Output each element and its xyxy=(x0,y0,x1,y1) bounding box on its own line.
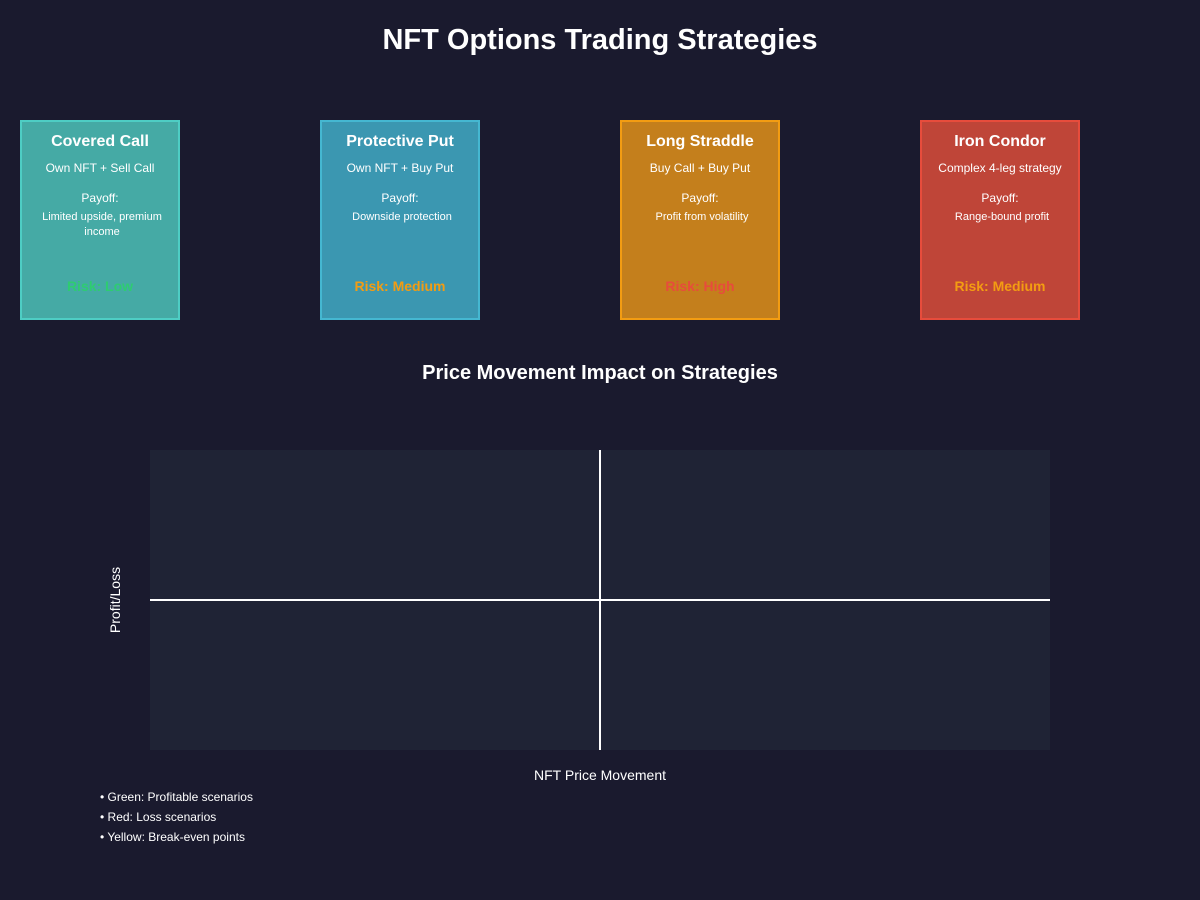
current-price-axis xyxy=(599,450,601,750)
x-axis-label: NFT Price Movement xyxy=(534,767,666,783)
risk-level: Risk: Medium xyxy=(354,278,446,294)
page-title: NFT Options Trading Strategies xyxy=(382,24,818,56)
strategy-setup: Own NFT + Buy Put xyxy=(346,161,454,175)
risk-level: Risk: High xyxy=(665,278,735,294)
strategy-name: Covered Call xyxy=(51,133,149,150)
y-axis-label: Profit/Loss xyxy=(107,566,123,634)
legend-item-green: • Green: Profitable scenarios xyxy=(100,790,253,804)
strategy-name: Iron Condor xyxy=(954,133,1046,150)
strategy-card-protective-put: Protective Put Own NFT + Buy Put Payoff:… xyxy=(320,120,480,320)
payoff-label: Payoff: xyxy=(81,191,119,205)
strategy-card-long-straddle: Long Straddle Buy Call + Buy Put Payoff:… xyxy=(620,120,780,320)
payoff-label: Payoff: xyxy=(381,191,419,205)
payoff-description: Downside protection xyxy=(352,211,452,223)
risk-level: Risk: Low xyxy=(66,278,134,294)
risk-level: Risk: Medium xyxy=(954,278,1046,294)
payoff-description: Limited upside, premium income xyxy=(42,211,162,238)
strategy-name: Long Straddle xyxy=(646,133,754,150)
chart-title: Price Movement Impact on Strategies xyxy=(422,362,778,384)
payoff-label: Payoff: xyxy=(981,191,1019,205)
strategy-setup: Complex 4-leg strategy xyxy=(938,161,1062,175)
strategy-name: Protective Put xyxy=(346,133,454,150)
payoff-description: Range-bound profit xyxy=(954,211,1050,223)
strategy-card-iron-condor: Iron Condor Complex 4-leg strategy Payof… xyxy=(920,120,1080,320)
payoff-label: Payoff: xyxy=(681,191,719,205)
legend-item-red: • Red: Loss scenarios xyxy=(100,810,217,824)
legend-item-yellow: • Yellow: Break-even points xyxy=(100,830,245,844)
strategy-setup: Buy Call + Buy Put xyxy=(649,161,751,175)
strategy-setup: Own NFT + Sell Call xyxy=(45,161,155,175)
legend: • Green: Profitable scenarios • Red: Los… xyxy=(100,787,253,847)
payoff-description: Profit from volatility xyxy=(655,211,749,223)
strategy-card-covered-call: Covered Call Own NFT + Sell Call Payoff:… xyxy=(20,120,180,320)
plot-area xyxy=(150,450,1050,750)
